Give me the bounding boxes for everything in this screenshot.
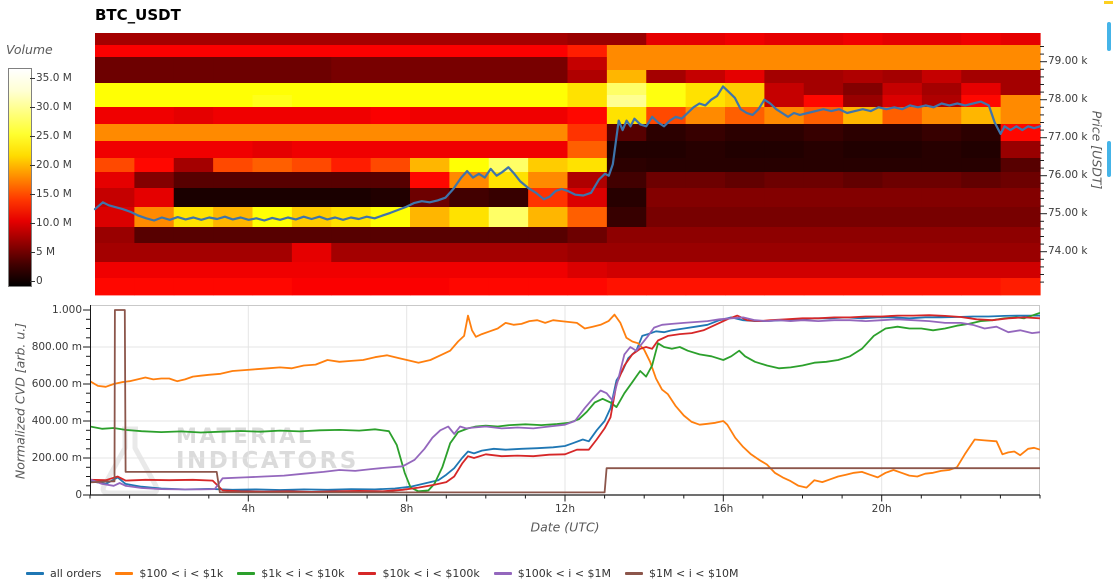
price-tick-label: 76.00 k	[1048, 169, 1088, 182]
legend-swatch	[493, 572, 512, 575]
colorbar-title: Volume	[6, 42, 53, 57]
price-volume-heatmap-plot[interactable]	[93, 33, 1047, 296]
cvd-series-1	[90, 313, 1040, 489]
colorbar-tick-label: 25.0 M	[36, 129, 72, 142]
legend-swatch	[358, 572, 377, 575]
date-tick-label: 12h	[554, 503, 575, 515]
date-tick-label: 20h	[871, 503, 892, 515]
colorbar-tick	[30, 106, 35, 108]
colorbar-tick-label: 0	[36, 274, 43, 287]
legend-item-2[interactable]: $1k < i < $10k	[237, 567, 344, 580]
colorbar-gradient	[8, 68, 32, 287]
price-tick-label: 77.00 k	[1048, 131, 1088, 144]
colorbar-tick-label: 10.0 M	[36, 216, 72, 229]
legend-label: $1M < i < $10M	[649, 567, 739, 580]
price-tick-label: 75.00 k	[1048, 207, 1088, 220]
cvd-tick-label: 0	[75, 488, 82, 501]
cvd-tick-label: 200.00 m	[31, 451, 82, 464]
legend-label: $100k < i < $1M	[517, 567, 612, 580]
page-title: BTC_USDT	[95, 6, 181, 24]
legend-item-3[interactable]: $10k < i < $100k	[358, 567, 480, 580]
colorbar-tick-label: 35.0 M	[36, 71, 72, 84]
date-tick-label: 8h	[399, 503, 414, 515]
legend-label: all orders	[50, 567, 102, 580]
date-axis-title: Date (UTC)	[530, 519, 600, 535]
colorbar-tick	[30, 280, 35, 282]
legend-swatch	[625, 572, 644, 575]
price-tick-label: 78.00 k	[1048, 93, 1088, 106]
colorbar-tick	[30, 77, 35, 79]
scrollbar-thumb-lower[interactable]	[1107, 141, 1111, 177]
legend-label: $1k < i < $10k	[261, 567, 345, 580]
colorbar-tick	[30, 193, 35, 195]
colorbar-tick-label: 30.0 M	[36, 100, 72, 113]
cvd-tick-label: 600.00 m	[31, 377, 82, 390]
legend-swatch	[26, 572, 44, 575]
cvd-series-4	[90, 316, 1040, 491]
price-tick-label: 79.00 k	[1048, 55, 1088, 68]
colorbar-tick	[30, 251, 35, 253]
colorbar-tick-label: 5 M	[36, 245, 56, 258]
date-tick-label: 16h	[713, 503, 734, 515]
cvd-series-5	[90, 309, 1040, 494]
legend-label: $10k < i < $100k	[382, 567, 480, 580]
legend: all orders $100 < i < $1k $1k < i < $10k $1…	[26, 567, 738, 580]
legend-label: $100 < i < $1k	[139, 567, 224, 580]
colorbar-tick-label: 20.0 M	[36, 158, 72, 171]
cvd-tick-label: 400.00 m	[31, 414, 82, 427]
top-right-marker	[1104, 1, 1113, 4]
price-tick-label: 74.00 k	[1048, 245, 1088, 258]
legend-swatch	[115, 572, 134, 575]
date-tick-label: 4h	[241, 503, 255, 515]
cvd-series-2	[90, 311, 1040, 493]
scrollbar-thumb-upper[interactable]	[1107, 22, 1111, 51]
cvd-tick-label: 1.000	[51, 303, 82, 316]
normalized-cvd-plot[interactable]	[83, 305, 1041, 502]
colorbar-tick-label: 15.0 M	[36, 187, 72, 200]
legend-item-0[interactable]: all orders	[26, 567, 101, 580]
legend-swatch	[237, 572, 256, 575]
legend-item-4[interactable]: $100k < i < $1M	[493, 567, 612, 580]
colorbar-tick	[30, 222, 35, 224]
cvd-tick-label: 800.00 m	[31, 340, 82, 353]
price-axis-title: Price [USDT]	[1089, 110, 1105, 190]
legend-item-1[interactable]: $100 < i < $1k	[115, 567, 223, 580]
colorbar-tick	[30, 164, 35, 166]
colorbar-tick	[30, 135, 35, 137]
legend-item-5[interactable]: $1M < i < $10M	[625, 567, 738, 580]
